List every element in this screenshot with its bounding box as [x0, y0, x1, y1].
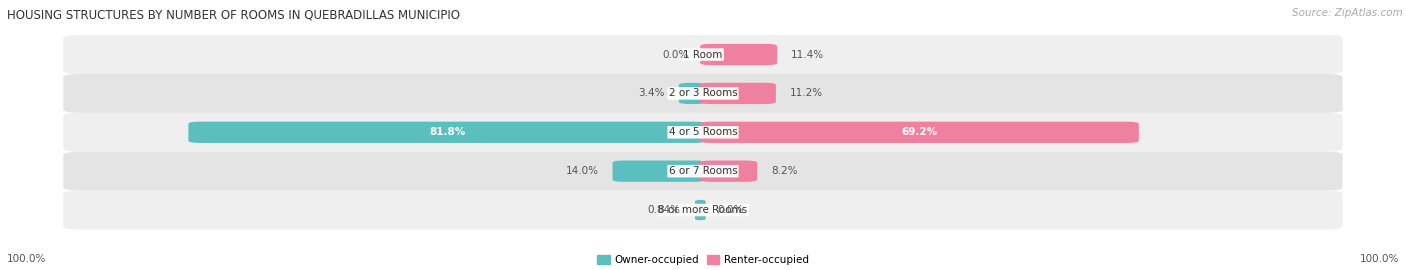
Text: 6 or 7 Rooms: 6 or 7 Rooms	[669, 166, 737, 176]
Text: HOUSING STRUCTURES BY NUMBER OF ROOMS IN QUEBRADILLAS MUNICIPIO: HOUSING STRUCTURES BY NUMBER OF ROOMS IN…	[7, 8, 460, 21]
Text: 100.0%: 100.0%	[1360, 254, 1399, 264]
Text: 0.0%: 0.0%	[717, 205, 744, 215]
Text: 8 or more Rooms: 8 or more Rooms	[658, 205, 748, 215]
FancyBboxPatch shape	[613, 161, 706, 182]
Text: 69.2%: 69.2%	[901, 127, 938, 137]
Text: Source: ZipAtlas.com: Source: ZipAtlas.com	[1292, 8, 1403, 18]
FancyBboxPatch shape	[695, 200, 706, 221]
Text: 81.8%: 81.8%	[429, 127, 465, 137]
Text: 100.0%: 100.0%	[7, 254, 46, 264]
Text: 1 Room: 1 Room	[683, 49, 723, 60]
FancyBboxPatch shape	[700, 122, 1139, 143]
Text: 11.4%: 11.4%	[792, 49, 824, 60]
Text: 8.2%: 8.2%	[770, 166, 797, 176]
Text: 3.4%: 3.4%	[638, 88, 665, 99]
Text: 4 or 5 Rooms: 4 or 5 Rooms	[669, 127, 737, 137]
FancyBboxPatch shape	[63, 191, 1343, 229]
FancyBboxPatch shape	[63, 113, 1343, 152]
FancyBboxPatch shape	[679, 83, 706, 104]
Text: 2 or 3 Rooms: 2 or 3 Rooms	[669, 88, 737, 99]
FancyBboxPatch shape	[188, 122, 706, 143]
FancyBboxPatch shape	[63, 35, 1343, 74]
FancyBboxPatch shape	[700, 44, 778, 65]
FancyBboxPatch shape	[63, 74, 1343, 113]
FancyBboxPatch shape	[63, 152, 1343, 191]
Text: 0.84%: 0.84%	[648, 205, 681, 215]
Legend: Owner-occupied, Renter-occupied: Owner-occupied, Renter-occupied	[598, 255, 808, 265]
Text: 0.0%: 0.0%	[662, 49, 689, 60]
Text: 14.0%: 14.0%	[565, 166, 599, 176]
FancyBboxPatch shape	[700, 83, 776, 104]
Text: 11.2%: 11.2%	[790, 88, 823, 99]
FancyBboxPatch shape	[700, 161, 756, 182]
